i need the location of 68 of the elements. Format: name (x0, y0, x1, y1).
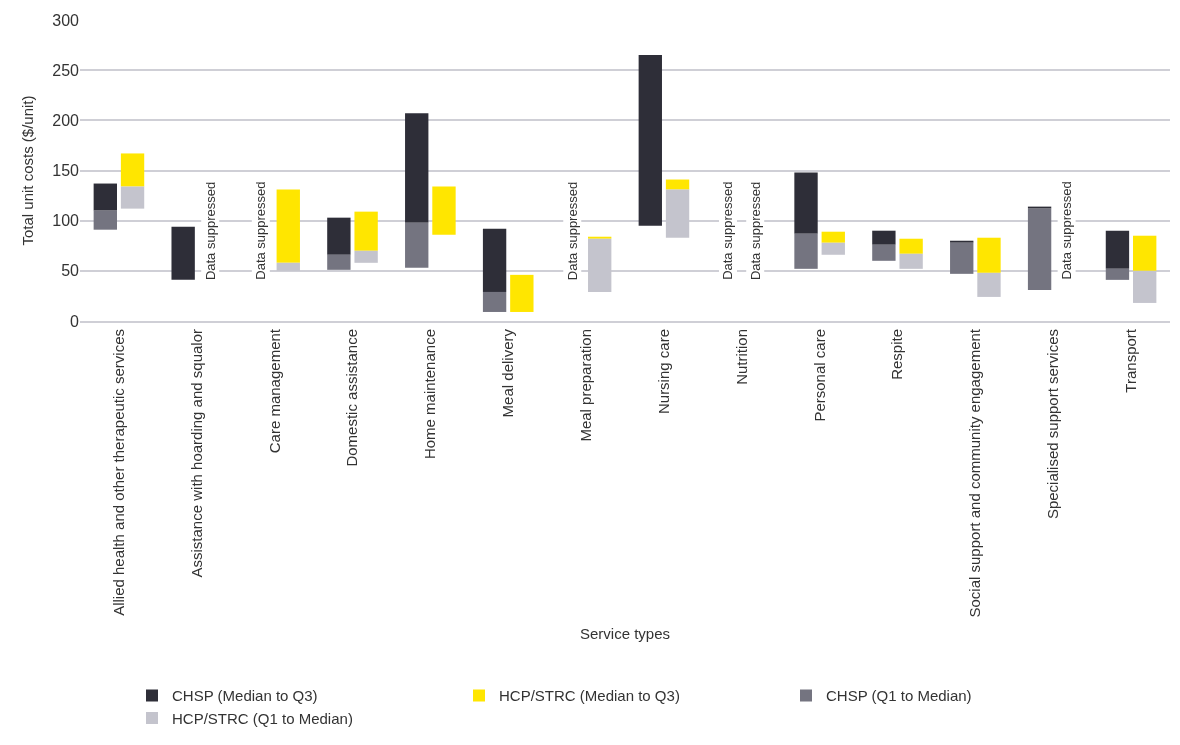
bar (482, 228, 507, 292)
annotation: Data suppressed (202, 181, 218, 281)
bar (354, 250, 378, 263)
bar (510, 274, 534, 312)
bar (899, 238, 923, 254)
legend-label: CHSP (Q1 to Median) (826, 687, 972, 705)
bar (1133, 235, 1157, 271)
legend-label: HCP/STRC (Q1 to Median) (172, 709, 353, 727)
y-tick-label: 250 (52, 61, 80, 79)
annotation: Data suppressed (747, 181, 763, 281)
bar (1105, 230, 1130, 269)
bar (432, 186, 456, 235)
y-tick-label: 100 (52, 212, 80, 230)
annotation: Data suppressed (720, 181, 736, 280)
x-tick-label: Social support and community engagement (966, 328, 984, 618)
bar (327, 254, 351, 270)
x-tick-label: Specialised support services (1044, 329, 1062, 520)
y-axis-title: Total unit costs ($/unit) (18, 95, 36, 246)
bar (1027, 208, 1052, 290)
bar (327, 217, 351, 255)
bar (588, 236, 612, 239)
y-tick-label: 200 (52, 111, 80, 129)
bar (665, 179, 690, 190)
x-axis-title: Service types (579, 625, 671, 643)
y-tick-label: 0 (70, 312, 80, 330)
bar (276, 189, 300, 263)
bar (977, 237, 1001, 273)
x-tick-label: Assistance with hoarding and squalor (187, 329, 205, 578)
bar (638, 55, 662, 226)
annotation: Data suppressed (253, 181, 269, 280)
bar (93, 183, 117, 211)
x-tick-label: Allied health and other therapeutic services (109, 329, 127, 616)
legend-label: CHSP (Median to Q3) (172, 687, 318, 705)
x-tick-label: Transport (1121, 328, 1139, 393)
bar (950, 240, 974, 243)
x-tick-label: Nursing care (654, 329, 672, 415)
bar (171, 226, 195, 280)
bar (872, 230, 896, 245)
x-tick-label: Domestic assistance (343, 329, 361, 467)
bar (821, 231, 845, 243)
annotation: Data suppressed (564, 181, 580, 281)
bar (821, 242, 845, 255)
y-tick-label: 300 (52, 11, 80, 29)
bar (354, 211, 378, 251)
x-tick-label: Meal delivery (499, 328, 517, 418)
bar (794, 233, 818, 269)
bar (93, 210, 117, 230)
annotation: Data suppressed (1059, 181, 1075, 280)
y-tick-label: 150 (52, 162, 80, 180)
bar (482, 291, 507, 312)
x-tick-label: Meal preparation (576, 329, 594, 442)
x-tick-label: Nutrition (732, 329, 750, 385)
x-tick-label: Home maintenance (421, 329, 439, 460)
x-tick-label: Care management (265, 328, 283, 454)
legend-label: HCP/STRC (Median to Q3) (499, 687, 680, 705)
bar (977, 272, 1001, 297)
bar (405, 113, 429, 223)
bar (794, 172, 818, 234)
bar (1105, 268, 1130, 280)
bar (950, 242, 974, 274)
bar (1027, 206, 1052, 209)
y-tick-label: 50 (61, 262, 80, 280)
bar (405, 222, 429, 268)
bar (120, 153, 145, 187)
x-tick-label: Personal care (810, 329, 828, 422)
bar (120, 186, 145, 209)
bar (872, 244, 896, 261)
x-tick-label: Respite (888, 329, 906, 380)
